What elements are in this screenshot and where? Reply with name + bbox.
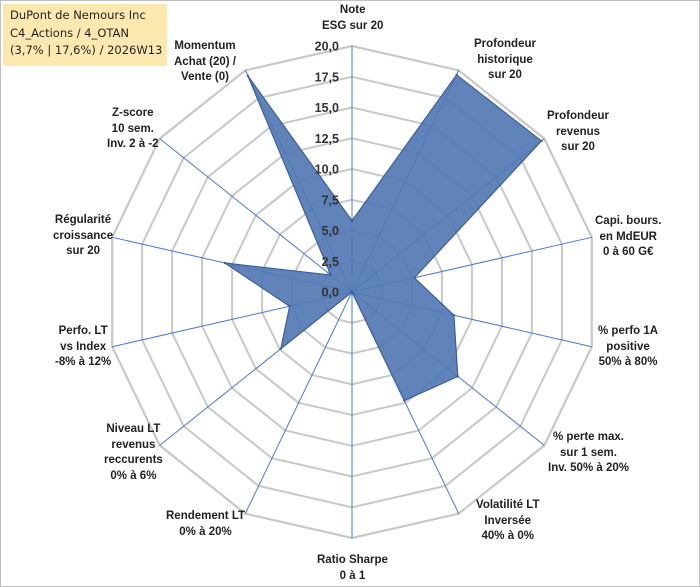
axis-label-14-line-2: Achat (20) / (174, 55, 236, 68)
chart-title-line-3: (3,7% | 17,6%) / 2026W13 (10, 43, 163, 57)
axis-label-13-line-1: Z-score (112, 107, 154, 119)
axis-label-13-line-3: Inv. 2 à -2 (107, 138, 159, 150)
tick-label-4: 10,0 (315, 163, 339, 177)
data-point-5 (452, 314, 456, 317)
axis-label-11-line-3: -8% à 12% (55, 356, 112, 368)
axis-label-7-line-2: Inversée (484, 514, 532, 527)
axis-label-2-line-3: sur 20 (488, 69, 522, 81)
tick-label-1: 2,5 (322, 255, 339, 269)
axis-label-6: % perte max. sur 1 sem. Inv. 50% à 20% (548, 430, 629, 477)
chart-title-line-1: DuPont de Nemours Inc (10, 8, 146, 22)
axis-label-5-line-1: % perfo 1A (598, 325, 659, 337)
axis-label-12-line-1: Régularité (54, 214, 112, 226)
data-point-6 (456, 375, 459, 378)
axis-label-9: Rendement LT 0% à 20% (166, 509, 245, 540)
axis-label-9-line-2: 0% à 20% (179, 525, 232, 538)
axis-label-12-line-2: croissance (53, 229, 114, 242)
axis-label-10-line-1: Niveau LT (106, 423, 161, 435)
data-point-13 (329, 273, 332, 277)
axis-label-4: Capi. bours. en MdEUR 0 à 60 G€ (595, 214, 661, 261)
tick-label-8: 20,0 (315, 40, 339, 54)
chart-title-box: DuPont de Nemours Inc C4_Actions / 4_OTA… (3, 4, 167, 66)
series-area-1 (224, 73, 543, 402)
axis-label-2-line-1: Profondeur (474, 38, 536, 50)
tick-label-2: 5,0 (322, 224, 339, 238)
data-point-14 (246, 74, 250, 78)
data-point-2 (455, 73, 458, 77)
tick-label-3: 7,5 (322, 193, 339, 207)
axis-label-13: Z-score 10 sem. Inv. 2 à -2 (107, 106, 159, 153)
data-point-1 (350, 219, 354, 222)
axis-label-8: Ratio Sharpe 0 à 1 (317, 553, 388, 584)
axis-label-4-line-2: en MdEUR (599, 230, 657, 243)
axis-spoke-9 (244, 291, 353, 514)
axis-label-4-line-1: Capi. bours. (595, 215, 662, 227)
axis-label-1-line-1: Note (339, 4, 366, 16)
axis-label-2-line-2: historique (477, 53, 533, 66)
axis-label-11: Perfo. LT vs Index -8% à 12% (55, 324, 111, 371)
data-point-12 (223, 261, 227, 265)
axis-label-13-line-2: 10 sem. (111, 122, 154, 135)
axis-label-12: Régularité croissance sur 20 (53, 213, 113, 260)
data-point-7 (403, 399, 406, 402)
data-point-11 (288, 305, 291, 308)
data-point-3 (540, 139, 543, 143)
axis-label-6-line-2: sur 1 sem. (560, 446, 617, 459)
axis-label-5-line-3: 50% à 80% (598, 356, 658, 368)
data-point-10 (279, 347, 282, 350)
axis-label-3-line-3: sur 20 (561, 141, 595, 153)
axis-label-2: Profondeur historique sur 20 (474, 37, 536, 84)
axis-label-14: Momentum Achat (20) / Vente (0) (174, 39, 236, 86)
axis-label-10: Niveau LT revenus reccurents 0% à 6% (104, 422, 163, 484)
data-point-4 (413, 276, 416, 279)
axis-label-9-line-1: Rendement LT (166, 510, 246, 522)
axis-spoke-13 (159, 138, 353, 293)
axis-label-14-line-1: Momentum (174, 40, 236, 52)
axis-label-3-line-1: Profondeur (547, 110, 609, 122)
tick-label-6: 15,0 (315, 101, 339, 115)
axis-label-7: Volatilité LT Inversée 40% à 0% (476, 498, 539, 545)
tick-label-0: 0,0 (322, 286, 339, 300)
tick-label-7: 17,5 (315, 70, 339, 84)
axis-label-10-line-4: 0% à 6% (110, 469, 157, 482)
axis-label-3: Profondeur revenus sur 20 (547, 109, 609, 156)
axis-label-11-line-1: Perfo. LT (58, 325, 108, 337)
axis-label-12-line-3: sur 20 (66, 245, 100, 257)
data-point-9 (350, 290, 354, 294)
axis-label-3-line-2: revenus (555, 125, 601, 138)
axis-label-5: % perfo 1A positive 50% à 80% (598, 324, 658, 371)
axis-label-1: Note ESG sur 20 (322, 3, 383, 34)
tick-label-5: 12,5 (315, 132, 339, 146)
radial-tick-labels: 0,0 2,5 5,0 7,5 10,0 12,5 15,0 17,5 20,0 (315, 40, 339, 300)
axis-label-6-line-3: Inv. 50% à 20% (548, 462, 629, 474)
axis-label-10-line-3: reccurents (104, 454, 163, 466)
axis-label-14-line-3: Vente (0) (181, 71, 229, 83)
axis-label-7-line-3: 40% à 0% (481, 530, 534, 542)
axis-label-6-line-1: % perte max. (553, 431, 624, 443)
axis-label-8-line-1: Ratio Sharpe (317, 554, 388, 566)
radar-series (223, 73, 543, 402)
axis-label-5-line-2: positive (606, 340, 650, 353)
axis-label-7-line-1: Volatilité LT (476, 499, 540, 511)
axis-label-11-line-2: vs Index (60, 340, 107, 353)
chart-title-line-2: C4_Actions / 4_OTAN (10, 25, 130, 40)
axis-label-10-line-2: revenus (111, 438, 156, 451)
axis-label-1-line-2: ESG sur 20 (322, 19, 384, 32)
axis-label-4-line-3: 0 à 60 G€ (602, 246, 654, 258)
axis-label-8-line-2: 0 à 1 (339, 569, 366, 582)
